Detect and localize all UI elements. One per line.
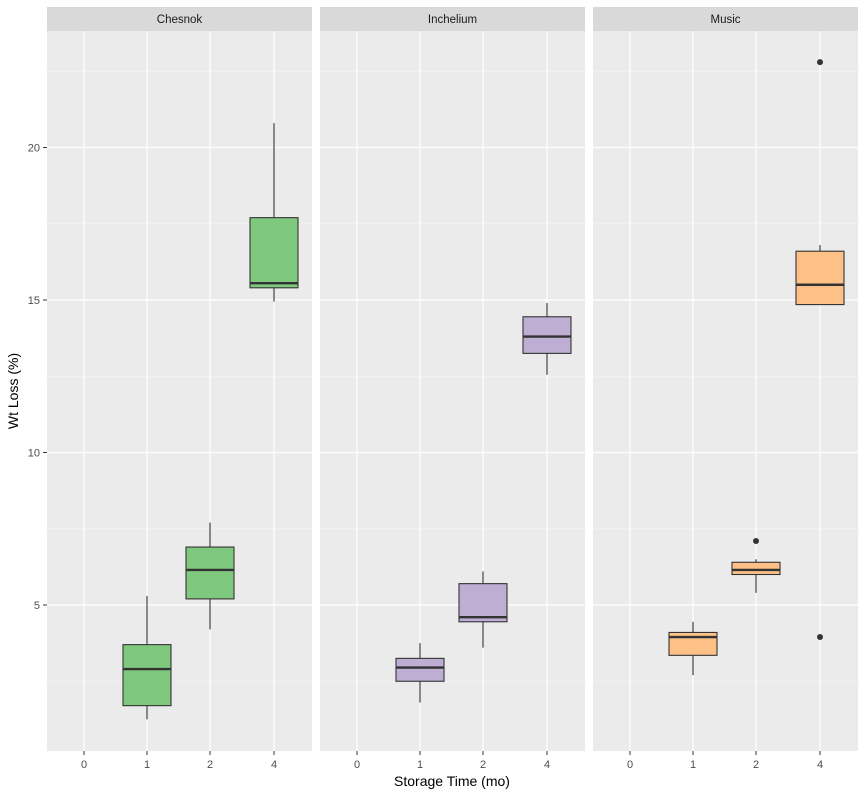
box-iqr [122, 644, 172, 707]
x-tick-label: 1 [144, 759, 150, 771]
outlier-point [817, 59, 823, 66]
panel-background [593, 31, 858, 751]
box-iqr [795, 250, 845, 306]
facet-strip-label: Inchelium [428, 14, 477, 26]
x-tick-label: 4 [544, 759, 550, 771]
x-tick-label: 2 [207, 759, 213, 771]
x-tick-label: 4 [817, 759, 823, 771]
box-element [522, 303, 572, 375]
box-iqr [458, 583, 508, 623]
x-tick-label: 1 [417, 759, 423, 771]
box-iqr [249, 217, 299, 289]
facet-strip [47, 7, 312, 31]
x-tick-label: 4 [271, 759, 277, 771]
box-element [185, 522, 235, 630]
facet-panel: Chesnok 0 1 2 4 [47, 7, 312, 771]
box-iqr [731, 561, 781, 576]
y-tick-label: 10 [28, 448, 40, 460]
x-tick-label: 1 [690, 759, 696, 771]
x-tick-label: 2 [480, 759, 486, 771]
facet-panels: Chesnok 0 1 2 4 Inchelium 0 1 2 4 Music 0 1 2 4 [47, 7, 858, 771]
y-axis: 5 10 15 20 [28, 143, 47, 612]
facet-panel: Inchelium 0 1 2 4 [320, 7, 585, 771]
box-element [249, 123, 299, 302]
box-iqr [395, 657, 445, 682]
box-element [395, 643, 445, 703]
box-element [668, 621, 718, 676]
x-tick-label: 0 [354, 759, 360, 771]
x-axis-title: Storage Time (mo) [394, 773, 510, 789]
y-tick-label: 20 [28, 143, 40, 155]
y-axis-title: Wt Loss (%) [5, 353, 21, 429]
facet-panel: Music 0 1 2 4 [593, 7, 858, 771]
x-tick-label: 0 [627, 759, 633, 771]
facet-strip-label: Music [710, 14, 740, 26]
box-element [731, 537, 781, 593]
x-tick-label: 0 [81, 759, 87, 771]
outlier-point [817, 634, 823, 641]
box-element [458, 571, 508, 648]
box-element [122, 595, 172, 720]
facet-strip-label: Chesnok [157, 14, 203, 26]
outlier-point [753, 537, 759, 544]
y-tick-label: 15 [28, 295, 40, 307]
panel-background [320, 31, 585, 751]
x-tick-label: 2 [753, 759, 759, 771]
box-element [795, 59, 845, 641]
box-iqr [185, 546, 235, 600]
y-tick-label: 5 [34, 600, 40, 612]
facet-strip [593, 7, 858, 31]
panel-background [47, 31, 312, 751]
facet-strip [320, 7, 585, 31]
box-iqr [522, 316, 572, 354]
